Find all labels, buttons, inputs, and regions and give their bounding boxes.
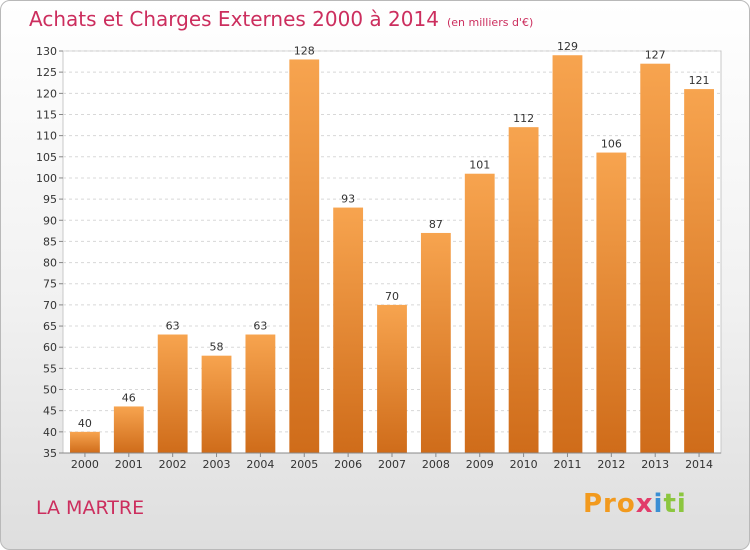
x-tick-label: 2012 — [597, 458, 625, 471]
x-tick-label: 2001 — [115, 458, 143, 471]
chart-title-text: Achats et Charges Externes 2000 à 2014 — [29, 7, 439, 31]
x-tick-label: 2011 — [553, 458, 581, 471]
proxiti-logo: Proxiti — [583, 489, 687, 519]
y-tick-label: 100 — [36, 172, 57, 185]
data-label: 46 — [122, 391, 136, 404]
y-tick-label: 70 — [43, 299, 57, 312]
y-tick-label: 75 — [43, 278, 57, 291]
x-tick-label: 2013 — [641, 458, 669, 471]
bar — [333, 207, 364, 453]
x-tick-label: 2005 — [290, 458, 318, 471]
x-tick-label: 2014 — [685, 458, 713, 471]
data-label: 128 — [294, 44, 315, 57]
x-tick-label: 2002 — [159, 458, 187, 471]
y-tick-label: 120 — [36, 87, 57, 100]
x-tick-label: 2000 — [71, 458, 99, 471]
y-tick-label: 95 — [43, 193, 57, 206]
y-tick-label: 55 — [43, 362, 57, 375]
data-label: 93 — [341, 193, 355, 206]
y-tick-label: 125 — [36, 66, 57, 79]
bar — [157, 334, 188, 453]
y-tick-label: 110 — [36, 130, 57, 143]
x-tick-label: 2007 — [378, 458, 406, 471]
data-label: 106 — [601, 138, 622, 151]
chart-subtitle: (en milliers d'€) — [446, 16, 534, 29]
y-tick-label: 90 — [43, 214, 57, 227]
y-tick-label: 45 — [43, 405, 57, 418]
y-tick-label: 105 — [36, 151, 57, 164]
y-tick-label: 60 — [43, 341, 57, 354]
x-tick-label: 2006 — [334, 458, 362, 471]
bar — [245, 334, 276, 453]
data-label: 87 — [429, 218, 443, 231]
bar — [552, 55, 583, 454]
bar — [684, 89, 714, 453]
bar — [113, 406, 144, 453]
bar — [70, 431, 100, 453]
chart-title: Achats et Charges Externes 2000 à 2014 (e… — [29, 7, 533, 31]
bar — [508, 127, 539, 453]
data-label: 58 — [210, 341, 224, 354]
x-tick-label: 2010 — [510, 458, 538, 471]
y-tick-label: 130 — [36, 45, 57, 58]
y-tick-label: 80 — [43, 257, 57, 270]
data-label: 127 — [645, 49, 666, 62]
y-tick-label: 65 — [43, 320, 57, 333]
x-tick-label: 2008 — [422, 458, 450, 471]
bar — [289, 59, 320, 453]
data-label: 101 — [469, 159, 490, 172]
data-label: 40 — [78, 417, 92, 430]
x-tick-label: 2003 — [203, 458, 231, 471]
x-tick-label: 2009 — [466, 458, 494, 471]
place-name: LA MARTRE — [36, 497, 145, 519]
data-label: 63 — [166, 320, 180, 333]
bar — [420, 232, 451, 453]
bar — [596, 152, 627, 453]
y-tick-label: 50 — [43, 384, 57, 397]
logo-part-4: ti — [663, 489, 687, 519]
bar — [464, 173, 495, 453]
logo-part-1: Pro — [583, 489, 636, 519]
logo-part-2: x — [635, 489, 654, 519]
data-label: 70 — [385, 290, 399, 303]
bar — [201, 355, 232, 453]
data-label: 112 — [513, 112, 534, 125]
data-label: 63 — [253, 320, 267, 333]
logo-part-3: i — [653, 489, 664, 519]
y-tick-label: 35 — [43, 447, 57, 460]
y-tick-label: 85 — [43, 235, 57, 248]
bar — [377, 304, 407, 453]
data-label: 121 — [689, 74, 710, 87]
x-tick-label: 2004 — [246, 458, 274, 471]
y-tick-label: 40 — [43, 426, 57, 439]
bar — [640, 63, 671, 454]
data-label: 129 — [557, 40, 578, 53]
y-tick-label: 115 — [36, 108, 57, 121]
